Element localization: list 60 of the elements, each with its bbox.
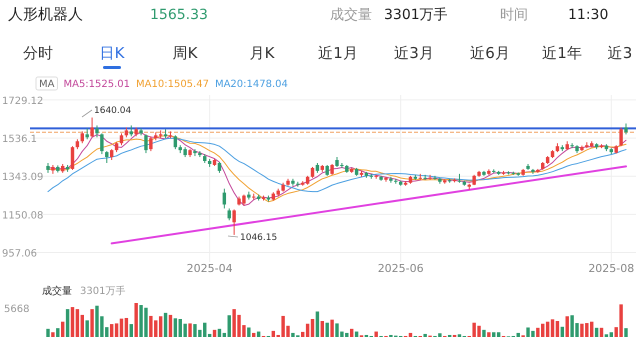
text: 3301万手: [384, 7, 448, 23]
text: MA10:1505.47: [136, 79, 209, 90]
text: 成交量: [330, 7, 372, 23]
bar: [85, 320, 89, 337]
bar: [90, 309, 94, 337]
bar: [51, 332, 55, 337]
bar: [482, 330, 486, 337]
bar: [374, 332, 378, 337]
text: 月K: [250, 44, 276, 62]
bar: [325, 322, 329, 337]
bar: [188, 323, 192, 337]
text: 近3: [608, 44, 632, 62]
y-tick-label: 1343.09: [2, 172, 44, 184]
y-tick-label: 1150.08: [2, 210, 44, 222]
bar: [330, 320, 334, 337]
bar: [164, 312, 168, 337]
text: MA20:1478.04: [214, 79, 288, 90]
legend-title: MA: [39, 79, 55, 90]
y-tick-label: 1729.12: [2, 96, 44, 107]
text: 11:30: [568, 7, 608, 23]
text: 近1月: [318, 44, 358, 62]
chart-subtitle: 3301万手: [80, 285, 126, 297]
text: 1565.33: [150, 7, 208, 23]
x-tick-label: 2025-04: [186, 262, 233, 275]
y-tick-label: 1536.1: [2, 134, 37, 146]
bar: [423, 334, 427, 337]
bar: [560, 326, 564, 337]
bar: [316, 312, 320, 337]
chart-title: 成交量: [42, 285, 72, 297]
annotation: 1640.04: [94, 106, 132, 116]
text: 周K: [172, 44, 199, 62]
y-tick-label: 957.06: [2, 248, 37, 260]
bar: [256, 332, 260, 337]
bar: [134, 303, 138, 337]
bar: [354, 332, 358, 337]
bar: [168, 314, 172, 337]
text: MA5:1525.01: [63, 79, 130, 90]
x-tick-label: 2025-06: [378, 262, 424, 275]
bar: [130, 324, 133, 337]
bar: [252, 332, 256, 337]
text: 近3月: [394, 44, 434, 62]
x-tick-label: 2025-08: [588, 262, 634, 275]
bar: [320, 321, 324, 337]
text: 分时: [23, 44, 53, 62]
bar: [212, 330, 216, 337]
text: 时间: [500, 7, 528, 23]
chart-title: 人形机器人: [8, 5, 83, 23]
bar: [56, 328, 60, 337]
bar: [594, 328, 598, 337]
text: 日K: [100, 44, 126, 62]
bar: [566, 316, 569, 337]
text: 近6月: [470, 44, 510, 62]
bar: [350, 328, 354, 337]
bar: [60, 322, 64, 337]
bar: [247, 327, 251, 337]
text: 近1年: [542, 44, 582, 62]
text: 5668: [4, 304, 30, 315]
annotation: 1046.15: [240, 233, 278, 243]
bar: [66, 309, 70, 337]
bar: [487, 332, 491, 337]
